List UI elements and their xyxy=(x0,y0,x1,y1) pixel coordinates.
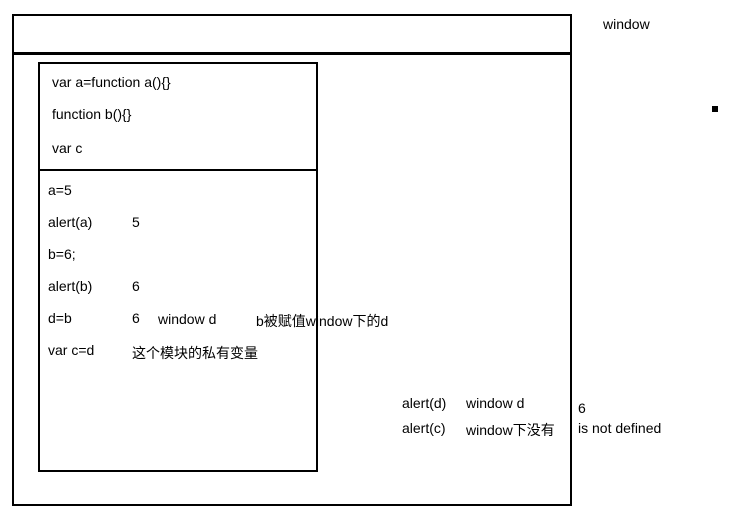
stmt-alert-c: alert(c) xyxy=(402,420,446,436)
stmt-a-assign: a=5 xyxy=(48,182,72,198)
inner-divider xyxy=(40,169,316,171)
stmt-alert-d: alert(d) xyxy=(402,395,446,411)
decl-c: var c xyxy=(52,140,82,156)
note-alert-c-1: window下没有 xyxy=(466,420,555,440)
note-alert-c-2: is not defined xyxy=(578,420,661,436)
note-d-window: window d xyxy=(158,311,216,327)
val-alert-b: 6 xyxy=(132,278,140,294)
val-d: 6 xyxy=(132,310,140,326)
inner-scope-box xyxy=(38,62,318,472)
stmt-alert-b: alert(b) xyxy=(48,278,92,294)
note-c-private: 这个模块的私有变量 xyxy=(132,343,258,363)
note-d-assign: b被赋值window下的d xyxy=(256,311,388,331)
decl-a: var a=function a(){} xyxy=(52,74,171,90)
stmt-c-assign: var c=d xyxy=(48,342,94,358)
window-label: window xyxy=(603,16,650,32)
note-alert-d-1: window d xyxy=(466,395,524,411)
note-alert-d-2: 6 xyxy=(578,400,586,416)
dot-marker xyxy=(712,106,718,112)
val-alert-a: 5 xyxy=(132,214,140,230)
decl-b: function b(){} xyxy=(52,106,131,122)
stmt-b-assign: b=6; xyxy=(48,246,76,262)
stmt-alert-a: alert(a) xyxy=(48,214,92,230)
outer-header-divider xyxy=(14,52,570,55)
stmt-d-assign: d=b xyxy=(48,310,72,326)
